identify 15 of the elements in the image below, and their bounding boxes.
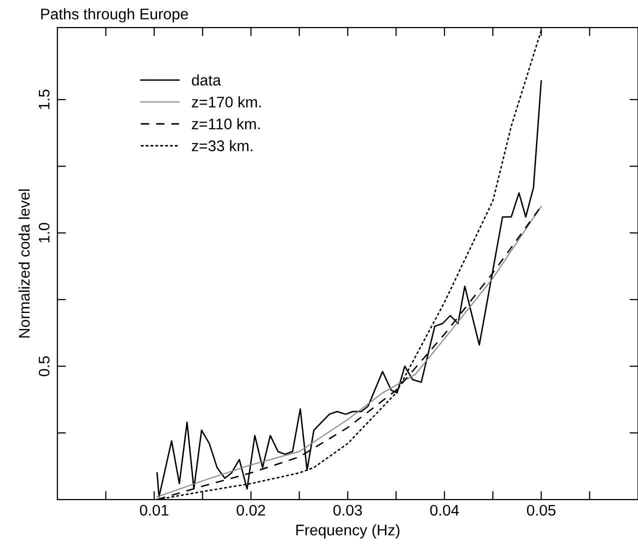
x-tick-label: 0.02 xyxy=(236,504,266,516)
y-tick-label: 0.5 xyxy=(38,356,50,376)
y-axis-title: Normalized coda level xyxy=(18,189,30,338)
y-tick-label: 1.5 xyxy=(38,90,50,110)
legend-label: z=110 km. xyxy=(192,118,260,130)
x-tick-label: 0.03 xyxy=(333,504,362,516)
legend-label: z=170 km. xyxy=(192,96,261,108)
chart-title: Paths through Europe xyxy=(41,8,188,22)
x-axis-title: Frequency (Hz) xyxy=(296,524,400,538)
y-tick-label: 1.0 xyxy=(38,222,50,242)
x-tick-label: 0.04 xyxy=(430,504,459,516)
x-tick-label: 0.01 xyxy=(140,504,168,516)
legend-label: data xyxy=(192,74,221,86)
legend-label: z=33 km. xyxy=(192,140,252,152)
x-tick-label: 0.05 xyxy=(526,504,556,516)
